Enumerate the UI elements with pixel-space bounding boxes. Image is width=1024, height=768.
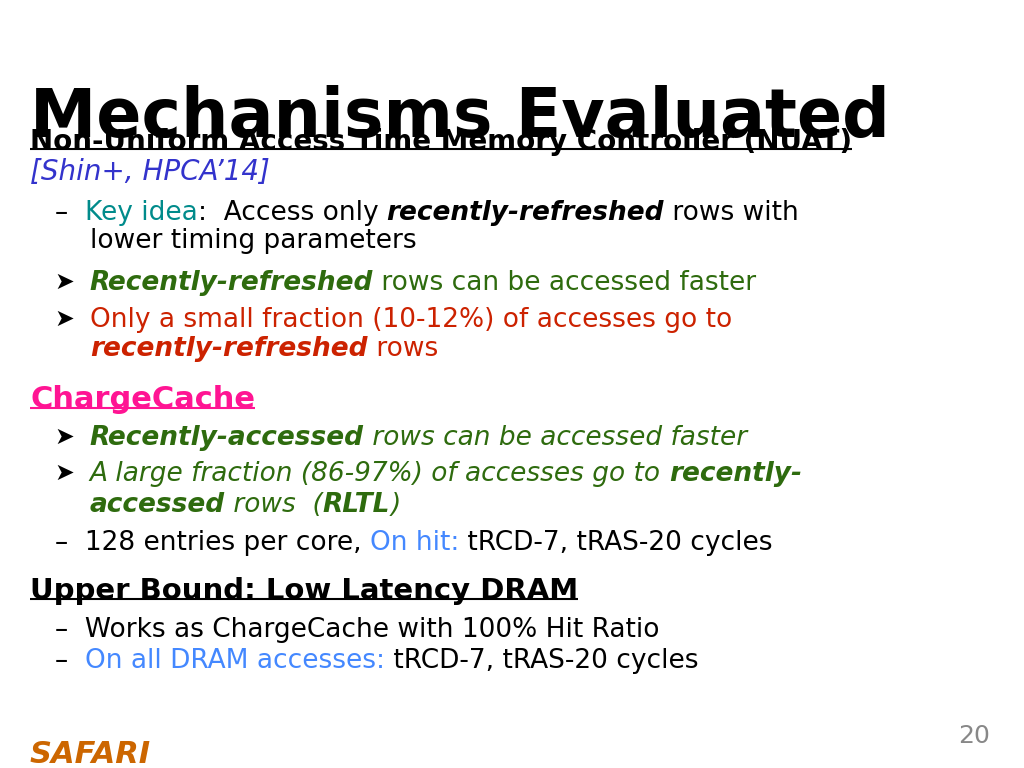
- Text: tRCD-7, tRAS-20 cycles: tRCD-7, tRAS-20 cycles: [385, 648, 698, 674]
- Text: –  Works as ChargeCache with 100% Hit Ratio: – Works as ChargeCache with 100% Hit Rat…: [55, 617, 659, 643]
- Text: Recently-refreshed: Recently-refreshed: [90, 270, 373, 296]
- Text: ChargeCache: ChargeCache: [30, 385, 255, 414]
- Text: :  Access only: : Access only: [198, 200, 387, 226]
- Text: Recently-accessed: Recently-accessed: [90, 425, 364, 451]
- Text: ➤: ➤: [55, 307, 90, 331]
- Text: On hit:: On hit:: [370, 530, 460, 556]
- Text: 20: 20: [958, 724, 990, 748]
- Text: ): ): [390, 492, 400, 518]
- Text: –: –: [55, 200, 85, 226]
- Text: ➤: ➤: [55, 461, 90, 485]
- Text: [Shin+, HPCA’14]: [Shin+, HPCA’14]: [30, 158, 270, 186]
- Text: rows can be accessed faster: rows can be accessed faster: [364, 425, 746, 451]
- Text: ➤: ➤: [55, 270, 90, 294]
- Text: –  128 entries per core,: – 128 entries per core,: [55, 530, 370, 556]
- Text: RLTL: RLTL: [323, 492, 390, 518]
- Text: Key idea: Key idea: [85, 200, 198, 226]
- Text: Mechanisms Evaluated: Mechanisms Evaluated: [30, 85, 890, 151]
- Text: recently-refreshed: recently-refreshed: [387, 200, 665, 226]
- Text: tRCD-7, tRAS-20 cycles: tRCD-7, tRAS-20 cycles: [460, 530, 773, 556]
- Text: rows  (: rows (: [225, 492, 323, 518]
- Text: rows with: rows with: [665, 200, 799, 226]
- Text: ➤: ➤: [55, 425, 90, 449]
- Text: SAFARI: SAFARI: [30, 740, 152, 768]
- Text: rows: rows: [368, 336, 437, 362]
- Text: rows can be accessed faster: rows can be accessed faster: [373, 270, 757, 296]
- Text: On all DRAM accesses:: On all DRAM accesses:: [85, 648, 385, 674]
- Text: Non-Uniform Access Time Memory Controller (NUAT): Non-Uniform Access Time Memory Controlle…: [30, 128, 852, 156]
- Text: lower timing parameters: lower timing parameters: [90, 228, 417, 254]
- Text: Upper Bound: Low Latency DRAM: Upper Bound: Low Latency DRAM: [30, 577, 579, 605]
- Text: –: –: [55, 648, 85, 674]
- Text: A large fraction (86-97%) of accesses go to: A large fraction (86-97%) of accesses go…: [90, 461, 669, 487]
- Text: recently-refreshed: recently-refreshed: [90, 336, 368, 362]
- Text: recently-: recently-: [669, 461, 802, 487]
- Text: accessed: accessed: [90, 492, 225, 518]
- Text: Only a small fraction (10-12%) of accesses go to: Only a small fraction (10-12%) of access…: [90, 307, 732, 333]
